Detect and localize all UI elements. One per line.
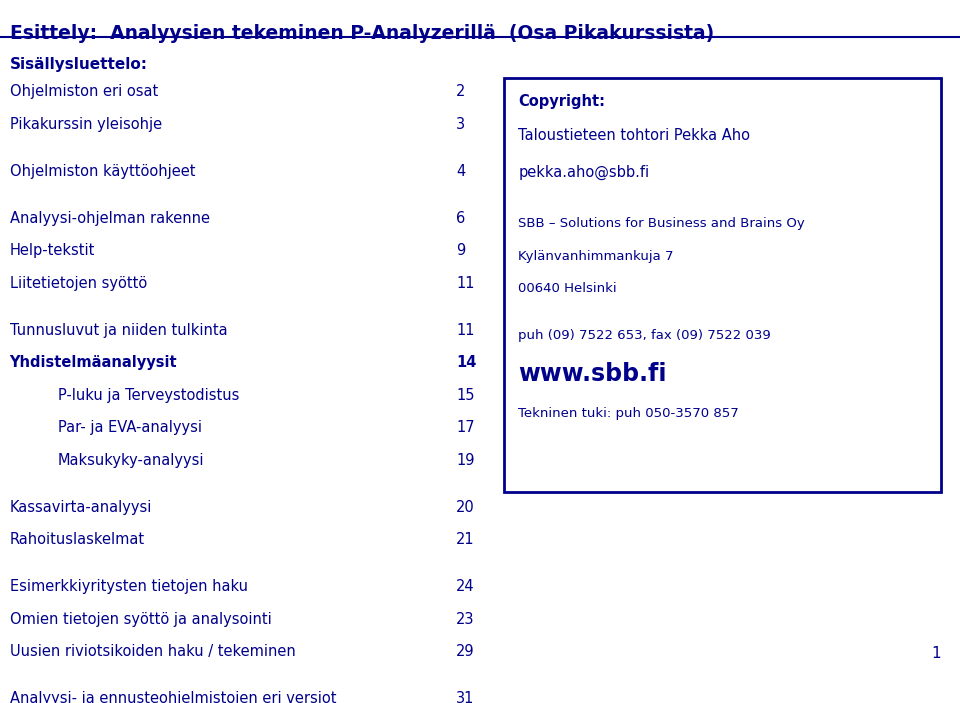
Text: Analyysi- ja ennusteohjelmistojen eri versiot: Analyysi- ja ennusteohjelmistojen eri ve… xyxy=(10,691,336,703)
Text: SBB – Solutions for Business and Brains Oy: SBB – Solutions for Business and Brains … xyxy=(518,217,805,230)
Text: Esittely:  Analyysien tekeminen P-Analyzerillä  (Osa Pikakurssista): Esittely: Analyysien tekeminen P-Analyze… xyxy=(10,24,714,43)
Text: 11: 11 xyxy=(456,323,474,338)
Text: 17: 17 xyxy=(456,420,474,435)
Text: P-luku ja Terveystodistus: P-luku ja Terveystodistus xyxy=(58,388,239,403)
Text: Ohjelmiston eri osat: Ohjelmiston eri osat xyxy=(10,84,157,99)
Text: 2: 2 xyxy=(456,84,466,99)
Text: 1: 1 xyxy=(931,646,941,661)
Text: Help-tekstit: Help-tekstit xyxy=(10,243,95,259)
Text: Sisällysluettelo:: Sisällysluettelo: xyxy=(10,58,148,72)
Text: Kylänvanhimmankuja 7: Kylänvanhimmankuja 7 xyxy=(518,250,674,262)
Text: 24: 24 xyxy=(456,579,474,594)
Text: Uusien riviotsikoiden haku / tekeminen: Uusien riviotsikoiden haku / tekeminen xyxy=(10,644,296,659)
Text: 23: 23 xyxy=(456,612,474,627)
Text: 4: 4 xyxy=(456,164,466,179)
Text: Maksukyky-analyysi: Maksukyky-analyysi xyxy=(58,453,204,467)
Text: 3: 3 xyxy=(456,117,466,131)
Text: 21: 21 xyxy=(456,532,474,547)
Text: 11: 11 xyxy=(456,276,474,291)
Text: Ohjelmiston käyttöohjeet: Ohjelmiston käyttöohjeet xyxy=(10,164,195,179)
Text: Copyright:: Copyright: xyxy=(518,94,606,110)
Text: 6: 6 xyxy=(456,211,466,226)
Text: Liitetietojen syöttö: Liitetietojen syöttö xyxy=(10,276,147,291)
Text: Analyysi-ohjelman rakenne: Analyysi-ohjelman rakenne xyxy=(10,211,209,226)
Text: Rahoituslaskelmat: Rahoituslaskelmat xyxy=(10,532,145,547)
Text: 9: 9 xyxy=(456,243,466,259)
Text: Omien tietojen syöttö ja analysointi: Omien tietojen syöttö ja analysointi xyxy=(10,612,272,627)
Text: Yhdistelmäanalyysit: Yhdistelmäanalyysit xyxy=(10,356,178,370)
Text: pekka.aho@sbb.fi: pekka.aho@sbb.fi xyxy=(518,165,650,181)
Text: Tekninen tuki: puh 050-3570 857: Tekninen tuki: puh 050-3570 857 xyxy=(518,407,739,420)
Text: 19: 19 xyxy=(456,453,474,467)
Text: puh (09) 7522 653, fax (09) 7522 039: puh (09) 7522 653, fax (09) 7522 039 xyxy=(518,329,771,342)
Text: 14: 14 xyxy=(456,356,476,370)
Text: 00640 Helsinki: 00640 Helsinki xyxy=(518,282,617,295)
Text: Kassavirta-analyysi: Kassavirta-analyysi xyxy=(10,500,152,515)
Text: Par- ja EVA-analyysi: Par- ja EVA-analyysi xyxy=(58,420,202,435)
Text: Esimerkkiyritysten tietojen haku: Esimerkkiyritysten tietojen haku xyxy=(10,579,248,594)
Text: 15: 15 xyxy=(456,388,474,403)
Text: Pikakurssin yleisohje: Pikakurssin yleisohje xyxy=(10,117,161,131)
Text: Taloustieteen tohtori Pekka Aho: Taloustieteen tohtori Pekka Aho xyxy=(518,128,751,143)
Text: 29: 29 xyxy=(456,644,474,659)
FancyBboxPatch shape xyxy=(504,77,941,492)
Text: 31: 31 xyxy=(456,691,474,703)
Text: www.sbb.fi: www.sbb.fi xyxy=(518,361,667,385)
Text: Tunnusluvut ja niiden tulkinta: Tunnusluvut ja niiden tulkinta xyxy=(10,323,228,338)
Text: 20: 20 xyxy=(456,500,475,515)
